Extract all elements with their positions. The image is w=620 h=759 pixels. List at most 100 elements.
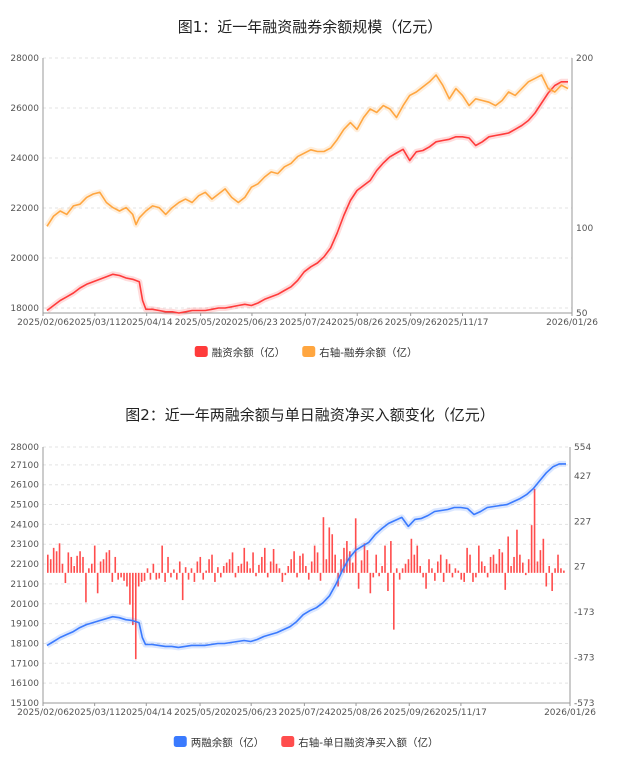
bar: [536, 561, 539, 573]
bar: [522, 562, 524, 573]
bar: [384, 545, 386, 573]
bar: [319, 572, 322, 581]
y-tick-label: 16100: [10, 679, 39, 689]
y-tick-label: 22100: [10, 560, 39, 570]
bar: [305, 566, 307, 573]
series-line: [46, 81, 568, 314]
bar: [126, 572, 128, 587]
bar: [85, 572, 87, 603]
series-line: [46, 74, 569, 227]
bar: [222, 566, 225, 573]
bar: [404, 563, 407, 573]
y2-tick-label: 427: [574, 472, 591, 482]
bar: [366, 550, 369, 573]
bar: [249, 568, 251, 573]
bar: [108, 550, 111, 573]
bar: [395, 568, 398, 573]
bar: [90, 563, 93, 573]
chart-2-svg: 图2：近一年两融余额与单日融资净买入额变化（亿元） 15100 16100 1710…: [10, 406, 596, 749]
chart-1-axes: 18000 20000 22000 24000 26000 28000 50 100 200 20…: [10, 54, 598, 328]
legend-label: 融资余额（亿）: [212, 346, 286, 359]
y-tick-label: 23100: [10, 540, 39, 550]
legend-label: 右轴-单日融资净买入额（亿）: [298, 736, 438, 749]
bar: [178, 561, 181, 573]
y-tick-label: 22000: [10, 204, 39, 214]
bar: [466, 547, 468, 573]
y-tick-label: 19100: [10, 620, 39, 630]
bar: [181, 572, 184, 601]
bar: [346, 541, 348, 573]
bar: [161, 545, 163, 573]
bar: [422, 572, 424, 578]
bar: [472, 572, 474, 582]
bar: [548, 566, 551, 573]
y-tick-label: 26000: [10, 104, 39, 114]
bar: [351, 562, 354, 573]
bar: [431, 568, 433, 573]
bar: [52, 547, 55, 573]
x-tick-label: 2025/03/11: [69, 708, 121, 718]
bar: [137, 572, 140, 587]
bar: [436, 561, 439, 573]
bar: [378, 572, 380, 577]
bar: [527, 559, 530, 573]
bar: [419, 566, 422, 573]
x-tick-label: 2025/04/14: [120, 708, 172, 718]
y2-tick-label: 554: [574, 443, 591, 453]
bar: [516, 529, 518, 573]
bar: [202, 572, 205, 580]
y-tick-label: 18100: [10, 639, 39, 649]
legend-label: 两融余额（亿）: [191, 736, 265, 749]
bar: [513, 556, 515, 573]
bar: [557, 554, 559, 573]
bar: [296, 572, 298, 578]
bar: [176, 572, 178, 580]
bar: [263, 547, 266, 573]
bar: [93, 545, 96, 573]
bar: [328, 527, 331, 573]
bar: [340, 559, 342, 573]
bar: [67, 552, 70, 573]
bar: [88, 568, 90, 573]
chart-1-svg: 图1：近一年融资融券余额规模（亿元） 18000 20000 22000 24000 2…: [10, 18, 598, 359]
bar: [287, 566, 290, 573]
bar: [234, 572, 237, 578]
y2-tick-label: 27: [574, 563, 585, 573]
bar: [560, 568, 562, 573]
bar: [463, 572, 465, 582]
bar: [495, 563, 498, 573]
bar: [58, 543, 61, 573]
bar: [387, 572, 389, 592]
bar: [372, 572, 375, 578]
y2-tick-label: 50: [576, 309, 588, 319]
bar: [313, 545, 316, 573]
bar: [82, 556, 84, 573]
bar: [530, 525, 533, 573]
bar: [428, 559, 430, 573]
bar: [99, 561, 102, 573]
x-tick-label: 2025/06/23: [226, 318, 278, 328]
y-tick-label: 20000: [10, 254, 39, 264]
bar: [413, 554, 416, 573]
bar: [407, 559, 410, 573]
bar: [398, 572, 401, 580]
bar: [143, 572, 146, 581]
bar: [217, 567, 219, 573]
bar: [231, 552, 234, 573]
bar: [149, 572, 152, 580]
bar: [246, 561, 249, 573]
bar: [454, 568, 457, 573]
legend-swatch: [194, 346, 208, 357]
y-tick-label: 24100: [10, 520, 39, 530]
bar: [55, 551, 58, 573]
bar: [261, 556, 263, 573]
bar: [360, 560, 363, 573]
bar: [349, 551, 351, 573]
bar: [102, 559, 105, 573]
bar: [410, 538, 413, 573]
bar: [369, 572, 372, 594]
bar: [193, 572, 196, 582]
chart-1-series: [44, 72, 570, 316]
bar: [49, 559, 52, 573]
bar: [510, 566, 512, 573]
